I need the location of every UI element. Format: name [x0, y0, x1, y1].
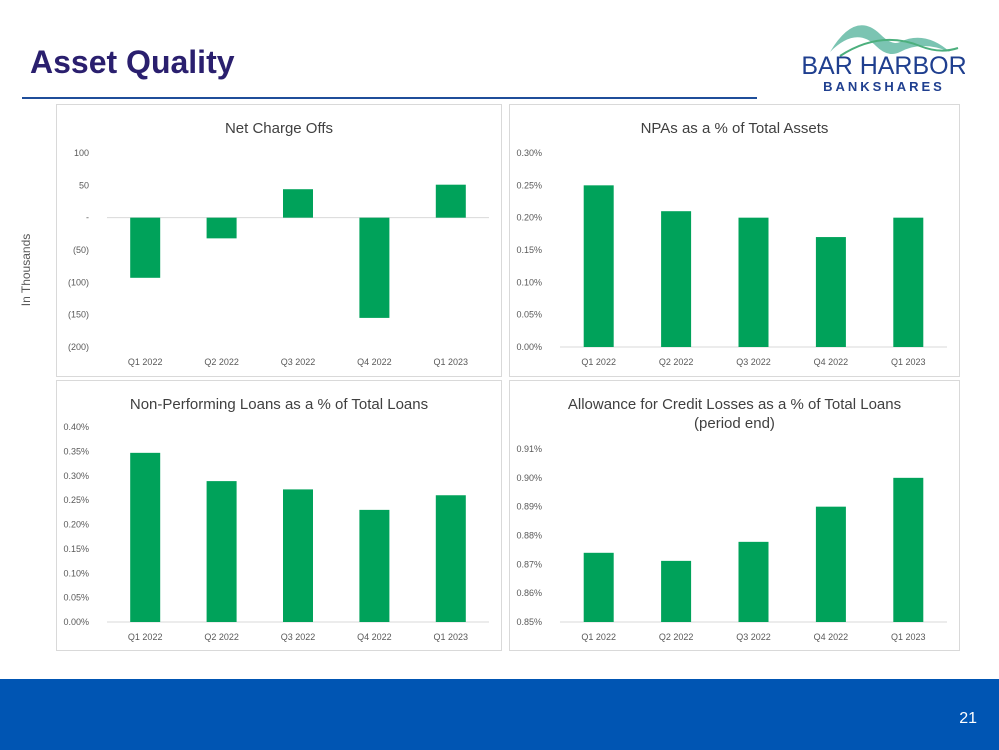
- chart-title: Non-Performing Loans as a % of Total Loa…: [130, 396, 428, 413]
- x-tick-label: Q2 2022: [659, 357, 694, 367]
- x-tick-label: Q1 2022: [581, 357, 616, 367]
- bar-q3-2022: [283, 189, 313, 218]
- x-tick-label: Q1 2023: [434, 357, 469, 367]
- y-tick-label: 0.87%: [516, 559, 542, 569]
- bar-q2-2022: [206, 481, 237, 622]
- y-tick-label: 0.85%: [516, 617, 542, 627]
- bar-q2-2022: [661, 560, 692, 622]
- page-title: Asset Quality: [30, 44, 235, 80]
- y-tick-label: 0.25%: [63, 495, 89, 505]
- chart-title: Allowance for Credit Losses as a % of To…: [568, 396, 901, 413]
- x-tick-label: Q3 2022: [281, 632, 316, 642]
- y-tick-label: 0.05%: [63, 593, 89, 603]
- bar-q1-2023: [893, 477, 924, 622]
- y-tick-label: 0.05%: [516, 310, 542, 320]
- y-tick-label: 0.20%: [516, 213, 542, 223]
- y-tick-label: 0.91%: [516, 444, 542, 454]
- x-tick-label: Q3 2022: [281, 357, 316, 367]
- bar-q1-2022: [130, 217, 161, 278]
- net-charge-offs-y-axis-label: In Thousands: [19, 233, 33, 307]
- x-tick-label: Q3 2022: [736, 632, 771, 642]
- y-tick-label: (150): [68, 310, 89, 320]
- y-tick-label: 0.10%: [63, 568, 89, 578]
- chart-title: Net Charge Offs: [225, 120, 333, 137]
- x-tick-label: Q2 2022: [204, 632, 239, 642]
- bar-q4-2022: [359, 217, 390, 318]
- x-tick-label: Q1 2022: [581, 632, 616, 642]
- y-tick-label: -: [86, 213, 89, 223]
- y-tick-label: 50: [79, 180, 89, 190]
- bar-q4-2022: [359, 509, 390, 622]
- y-tick-label: 100: [74, 148, 89, 158]
- y-tick-label: (100): [68, 277, 89, 287]
- bar-q1-2023: [435, 184, 466, 218]
- y-tick-label: 0.00%: [516, 342, 542, 352]
- x-tick-label: Q1 2022: [128, 632, 163, 642]
- logo-wave-icon: [839, 38, 959, 57]
- y-tick-label: 0.15%: [516, 245, 542, 255]
- logo-mountain-icon: [830, 25, 950, 54]
- x-tick-label: Q2 2022: [659, 632, 694, 642]
- bar-q1-2022: [130, 452, 161, 622]
- y-tick-label: 0.90%: [516, 473, 542, 483]
- acl-chart: Allowance for Credit Losses as a % of To…: [516, 396, 947, 642]
- chart-panel-net-charge-offs: Net Charge Offs (200) (150) (100) (50) - 50 100…: [56, 104, 502, 377]
- bar-q2-2022: [661, 211, 692, 347]
- bar-q1-2022: [583, 552, 614, 622]
- y-tick-label: 0.25%: [516, 180, 542, 190]
- chart-title: NPAs as a % of Total Assets: [641, 120, 829, 137]
- y-tick-label: 0.88%: [516, 531, 542, 541]
- bar-q1-2023: [435, 495, 466, 622]
- bar-q3-2022: [738, 217, 769, 347]
- footer-bar: [0, 679, 999, 750]
- y-tick-label: 0.30%: [63, 471, 89, 481]
- x-tick-label: Q4 2022: [814, 632, 849, 642]
- bar-q3-2022: [283, 489, 313, 622]
- bar-q1-2022: [583, 185, 614, 347]
- y-tick-label: 0.30%: [516, 148, 542, 158]
- x-tick-label: Q1 2022: [128, 357, 163, 367]
- chart-panel-npas: NPAs as a % of Total Assets 0.00% 0.05% 0.1…: [509, 104, 960, 377]
- bar-q4-2022: [815, 506, 846, 622]
- x-tick-label: Q1 2023: [891, 632, 926, 642]
- x-tick-label: Q1 2023: [434, 632, 469, 642]
- logo-line1: BAR HARBOR: [801, 52, 965, 80]
- y-tick-label: (50): [73, 245, 89, 255]
- chart-subtitle: (period end): [694, 415, 775, 432]
- title-divider: [22, 97, 757, 99]
- page-number: 21: [959, 710, 977, 727]
- net-charge-offs-chart: Net Charge Offs (200) (150) (100) (50) - 50 100…: [68, 120, 489, 367]
- x-tick-label: Q3 2022: [736, 357, 771, 367]
- y-tick-label: 0.89%: [516, 502, 542, 512]
- y-tick-label: 0.00%: [63, 617, 89, 627]
- y-tick-label: 0.10%: [516, 277, 542, 287]
- y-tick-label: 0.20%: [63, 520, 89, 530]
- chart-panel-acl: Allowance for Credit Losses as a % of To…: [509, 380, 960, 651]
- npas-chart: NPAs as a % of Total Assets 0.00% 0.05% 0.1…: [516, 120, 947, 367]
- x-tick-label: Q1 2023: [891, 357, 926, 367]
- x-tick-label: Q2 2022: [204, 357, 239, 367]
- x-tick-label: Q4 2022: [814, 357, 849, 367]
- bar-q3-2022: [738, 541, 769, 622]
- logo-line2: BANKSHARES: [823, 79, 945, 94]
- chart-panel-npl: Non-Performing Loans as a % of Total Loa…: [56, 380, 502, 651]
- y-tick-label: (200): [68, 342, 89, 352]
- y-tick-label: 0.86%: [516, 588, 542, 598]
- bar-q4-2022: [815, 237, 846, 347]
- y-tick-label: 0.40%: [63, 422, 89, 432]
- bar-harbor-logo: BAR HARBOR BANKSHARES: [801, 25, 965, 94]
- npl-chart: Non-Performing Loans as a % of Total Loa…: [63, 396, 489, 642]
- x-tick-label: Q4 2022: [357, 357, 392, 367]
- y-tick-label: 0.15%: [63, 544, 89, 554]
- y-tick-label: 0.35%: [63, 446, 89, 456]
- bar-q2-2022: [206, 217, 237, 239]
- x-tick-label: Q4 2022: [357, 632, 392, 642]
- bar-q1-2023: [893, 217, 924, 347]
